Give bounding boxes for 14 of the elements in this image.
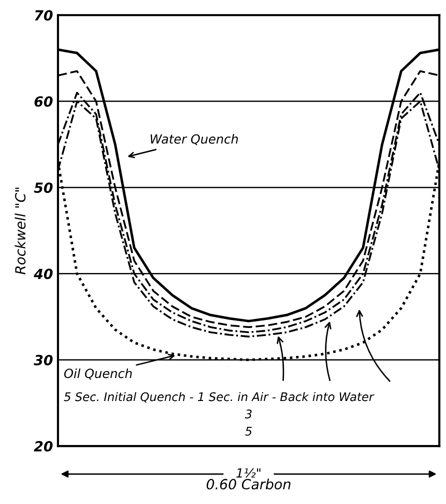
text: Water Quench	[150, 134, 238, 146]
y-tick-label: 50	[34, 182, 53, 193]
y-tick-label: 70	[34, 10, 53, 21]
y-tick-label: 30	[34, 354, 53, 366]
annotation: 5	[245, 426, 252, 436]
y-tick-label: 60	[34, 96, 53, 107]
text: 1½"	[236, 468, 260, 478]
y-axis-title: Rockwell "C"	[14, 188, 26, 274]
text: Oil Quench	[64, 368, 132, 380]
x-axis-title: 0.60 Carbon	[206, 478, 290, 490]
annotation: 5 Sec. Initial Quench - 1 Sec. in Air - Back into Water	[64, 392, 374, 403]
y-tick-label: 20	[34, 441, 53, 452]
annotation: 3	[244, 410, 252, 418]
y-tick-label: 40	[34, 268, 53, 280]
